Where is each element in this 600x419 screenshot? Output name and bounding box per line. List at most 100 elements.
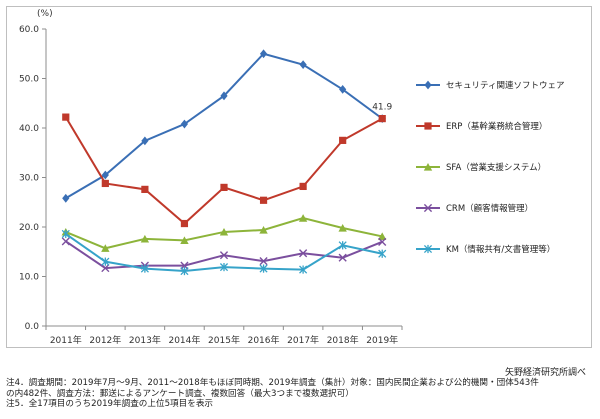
marker-stroke [219, 251, 229, 260]
x-tick-label: 2019年 [366, 334, 398, 346]
data-point [259, 196, 268, 204]
data-point [259, 264, 268, 273]
legend-marker [424, 122, 432, 130]
data-point [180, 236, 189, 244]
legend-marker [423, 163, 433, 171]
x-tick-label: 2011年 [50, 334, 82, 346]
legend-item: セキュリティ関連ソフトウェア [416, 80, 565, 91]
data-point [140, 234, 150, 243]
legend-label: ERP（基幹業務統合管理） [446, 121, 547, 132]
data-point [101, 257, 110, 266]
footnotes: 注4．調査期間：2019年7月〜9月、2011〜2018年もほぼ同時期、2019… [6, 378, 596, 410]
x-tick-label: 2017年 [287, 334, 319, 346]
data-point [62, 113, 70, 121]
marker-stroke [423, 203, 433, 213]
legend-item: CRM（顧客情報管理） [416, 203, 533, 214]
x-tick-label: 2012年 [89, 334, 121, 346]
marker-stroke [101, 263, 110, 273]
series-1 [62, 49, 386, 203]
legend-marker [424, 80, 432, 90]
legend-item: SFA（営業支援システム） [416, 162, 546, 173]
marker-stroke [61, 237, 70, 246]
legend-item: KM（情報共有/文書管理等） [416, 244, 555, 255]
legend-marker [423, 244, 433, 254]
series-3 [61, 214, 387, 252]
legend-item: ERP（基幹業務統合管理） [416, 121, 547, 132]
series-line [64, 116, 383, 225]
footnote-line: 注5．全17項目のうち2019年調査の上位5項目を表示 [6, 399, 214, 409]
legend-label: KM（情報共有/文書管理等） [446, 244, 555, 255]
x-tick-label: 2014年 [168, 334, 200, 346]
data-point [61, 229, 70, 239]
data-point [299, 182, 307, 191]
marker-stroke [378, 237, 387, 246]
data-point [299, 60, 307, 70]
data-point [298, 214, 308, 222]
data-point [220, 91, 228, 101]
data-point [339, 136, 347, 144]
data-point [141, 136, 149, 146]
y-tick-label: 10.0 [19, 273, 39, 283]
data-point [101, 179, 109, 188]
chart-frame [6, 6, 592, 348]
legend-label: SFA（営業支援システム） [446, 162, 546, 173]
data-point [339, 84, 347, 94]
legend: セキュリティ関連ソフトウェア ERP（基幹業務統合管理） SFA（営業支援システム）… [416, 80, 565, 255]
legend-label: セキュリティ関連ソフトウェア [446, 80, 565, 91]
data-point [378, 114, 386, 123]
x-tick-label: 2015年 [208, 334, 240, 346]
legend-marker [423, 203, 433, 213]
x-tick-label: 2016年 [248, 334, 280, 346]
marker-stroke [259, 257, 268, 266]
y-tick-label: 60.0 [19, 25, 39, 35]
data-point [140, 264, 149, 273]
source-credit: 矢野経済研究所調べ [504, 368, 586, 378]
series-line [65, 52, 383, 200]
y-tick-label: 20.0 [19, 223, 39, 233]
data-point [101, 170, 109, 180]
series-5 [61, 229, 387, 276]
marker-stroke [338, 253, 347, 262]
line-chart: 0.0 10.0 20.0 30.0 40.0 50.0 60.0 (%) 2011年 2012年… [19, 9, 565, 346]
series-2 [62, 113, 386, 228]
data-point [338, 223, 347, 232]
data-point [299, 249, 308, 258]
data-point [180, 219, 189, 228]
data-point [259, 225, 268, 234]
axes: 0.0 10.0 20.0 30.0 40.0 50.0 60.0 (%) 2011年 2012年… [19, 9, 403, 346]
data-point [219, 262, 229, 272]
data-point [141, 185, 149, 193]
footnote-line: の内482件、調査方法：郵送によるアンケート調査、複数回答（最大3つまで複数選択… [6, 388, 354, 399]
data-point [338, 253, 347, 262]
data-point [219, 251, 229, 260]
data-point [101, 263, 110, 273]
data-point [259, 257, 268, 266]
y-tick-label: 30.0 [19, 174, 39, 184]
data-point [378, 249, 387, 258]
data-point [180, 266, 189, 276]
y-tick-label: 40.0 [19, 124, 39, 134]
footnote-line: 注4．調査期間：2019年7月〜9月、2011〜2018年もほぼ同時期、2019… [6, 378, 539, 388]
data-point [338, 241, 347, 250]
y-unit-label: (%) [37, 9, 53, 19]
data-label: 41.9 [372, 103, 392, 113]
y-tick-label: 0.0 [25, 322, 40, 332]
marker-stroke [299, 249, 308, 258]
data-point [62, 193, 70, 203]
data-point [219, 227, 229, 236]
data-point [180, 119, 189, 129]
data-point [259, 49, 268, 59]
x-tick-label: 2018年 [327, 334, 359, 346]
annotations: 41.9 [372, 103, 392, 113]
data-point [299, 265, 308, 274]
x-tick-label: 2013年 [129, 334, 161, 346]
data-point [378, 237, 387, 246]
legend-label: CRM（顧客情報管理） [446, 203, 533, 214]
data-point [61, 237, 70, 246]
series-layer [61, 49, 387, 276]
data-point [101, 244, 110, 252]
data-point [378, 232, 387, 241]
data-point [220, 183, 228, 191]
y-tick-label: 50.0 [19, 75, 39, 85]
